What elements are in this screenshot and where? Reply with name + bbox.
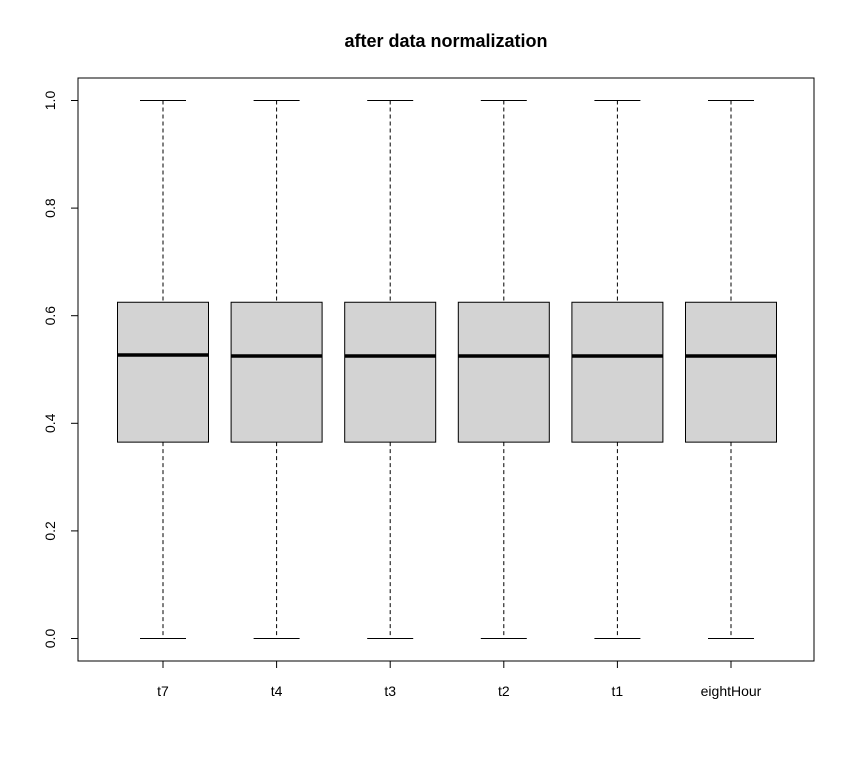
box-t3 (344, 100, 437, 639)
x-tick-label: t4 (271, 683, 283, 699)
box-eightHour (685, 100, 777, 639)
x-tick-label: t2 (498, 683, 510, 699)
box-t1 (571, 100, 664, 639)
y-axis: 0.0 0.2 0.4 0.6 0.8 1.0 (42, 91, 79, 649)
iqr-box (230, 301, 323, 443)
chart-title: after data normalization (344, 31, 547, 51)
y-tick-label: 0.6 (42, 306, 58, 326)
iqr-box (571, 301, 664, 443)
y-tick-label: 0.0 (42, 629, 58, 649)
y-tick-label: 0.8 (42, 198, 58, 218)
box-t7 (117, 100, 209, 639)
x-tick-label: eightHour (701, 683, 762, 699)
y-tick-label: 0.4 (42, 413, 58, 433)
x-tick-label: t3 (384, 683, 396, 699)
x-tick-label: t7 (157, 683, 169, 699)
box-t4 (230, 100, 323, 639)
x-axis: t7 t4 t3 t2 t1 eightHour (157, 660, 762, 699)
iqr-box (344, 301, 437, 443)
box-t2 (457, 100, 550, 639)
x-tick-label: t1 (612, 683, 624, 699)
iqr-box (457, 301, 550, 443)
y-tick-label: 0.2 (42, 521, 58, 541)
y-tick-label: 1.0 (42, 91, 58, 111)
iqr-box (685, 301, 777, 443)
iqr-box (117, 301, 209, 443)
boxes-group (117, 100, 777, 639)
